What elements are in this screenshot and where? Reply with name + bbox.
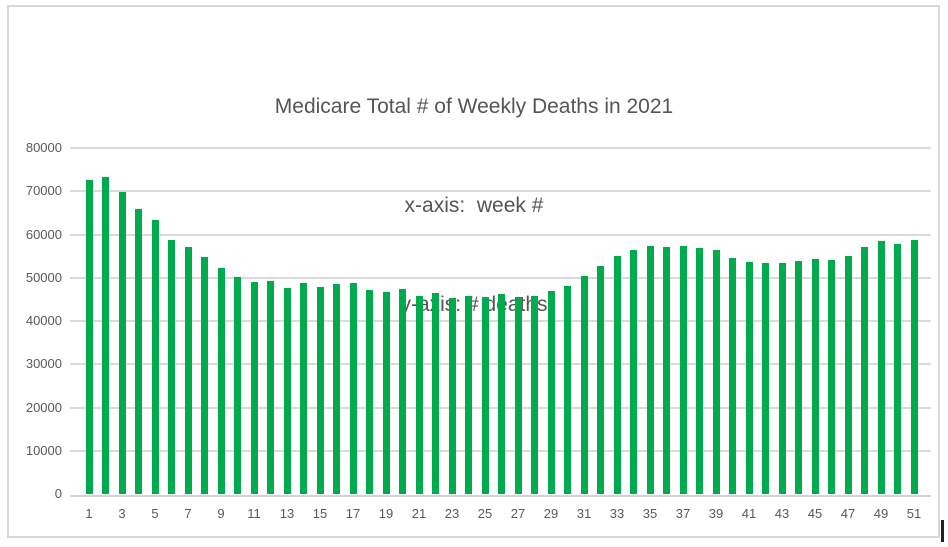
bar-week-27 [514,297,522,494]
y-gridline [70,276,931,279]
bar-week-31 [580,275,588,494]
bar-week-42 [762,263,769,494]
bar-week-23 [448,297,456,494]
bar-week-50 [894,244,901,494]
bar-week-34 [630,250,637,494]
bar-week-14 [300,283,307,494]
x-tick-label: 49 [873,506,889,521]
x-tick-label: 13 [279,506,295,521]
x-tick-label: 7 [184,506,192,521]
x-tick-label: 27 [510,506,526,521]
bar-week-36 [663,246,670,494]
chart-subtitle-xaxis: x-axis: week # [404,194,544,217]
bar-week-25 [481,297,489,494]
x-axis-line [70,495,931,497]
x-tick-label: 15 [312,506,328,521]
bar-week-32 [597,266,604,494]
x-tick-label: 43 [774,506,790,521]
bar-week-19 [382,292,390,494]
bar-week-40 [729,258,736,494]
bar-week-21 [415,295,423,494]
x-tick-label: 39 [708,506,724,521]
bar-week-3 [118,191,126,494]
bar-week-9 [217,268,225,494]
x-tick-label: 23 [444,506,460,521]
bar-week-43 [778,263,786,494]
x-tick-label: 47 [840,506,856,521]
y-gridline [70,190,931,193]
y-tick-label: 50000 [25,269,62,285]
x-tick-label: 1 [85,506,93,521]
bar-week-4 [135,209,142,494]
x-tick-label: 45 [807,506,823,521]
x-tick-label: 3 [118,506,126,521]
bar-week-30 [564,285,571,494]
bar-week-15 [316,287,324,494]
y-tick-label: 80000 [25,140,62,155]
x-tick-label: 37 [675,506,691,521]
bar-week-8 [201,257,208,494]
bar-week-13 [283,288,291,494]
text-cursor-artifact [941,520,944,542]
bar-week-39 [712,250,720,494]
bar-week-18 [366,289,373,494]
bar-week-1 [85,179,93,494]
y-tick-label: 20000 [25,399,62,415]
bar-week-49 [877,240,885,494]
bar-week-6 [168,240,175,494]
bar-week-29 [547,290,555,494]
y-tick-label: 30000 [25,356,62,372]
x-tick-label: 33 [609,506,625,521]
bar-week-38 [696,248,703,494]
bar-week-46 [828,260,835,494]
x-tick-label: 19 [378,506,394,521]
bar-week-5 [151,219,159,494]
bar-week-16 [333,283,340,494]
x-tick-label: 51 [906,506,922,521]
x-tick-label: 35 [642,506,658,521]
bar-week-2 [102,177,109,494]
bar-week-41 [745,262,753,494]
bar-week-48 [861,246,868,494]
x-tick-label: 31 [576,506,592,521]
bar-week-47 [844,256,852,494]
bar-week-20 [399,288,406,494]
x-tick-label: 41 [741,506,757,521]
bar-week-22 [432,293,439,494]
x-tick-label: 9 [217,506,225,521]
bar-week-35 [646,245,654,494]
x-tick-label: 29 [543,506,559,521]
x-tick-label: 25 [477,506,493,521]
bar-week-51 [910,240,918,494]
chart-subtitle-yaxis: y-axis: # deaths [400,293,548,316]
y-tick-label: 10000 [25,442,62,458]
bar-week-17 [349,283,357,494]
y-tick-label: 70000 [25,183,62,199]
bar-week-33 [613,255,621,494]
bar-week-24 [465,296,472,494]
chart-title-block: Medicare Total # of Weekly Deaths in 202… [0,24,948,387]
bar-week-12 [267,281,274,494]
y-gridline [70,233,931,236]
y-tick-label: 0 [54,486,62,501]
bar-week-28 [531,295,538,494]
chart-title: Medicare Total # of Weekly Deaths in 202… [274,95,674,118]
y-tick-label: 60000 [25,226,62,242]
bar-week-44 [795,260,802,494]
bar-week-7 [184,247,192,494]
bar-week-26 [498,293,505,494]
x-tick-label: 5 [151,506,159,521]
bar-week-11 [250,282,258,494]
x-tick-label: 21 [411,506,427,521]
x-tick-label: 17 [345,506,361,521]
y-tick-label: 40000 [25,313,62,328]
bar-week-10 [234,277,241,494]
x-tick-label: 11 [247,506,261,521]
y-gridline [70,147,931,149]
bar-week-37 [679,246,687,494]
bar-week-45 [811,259,819,494]
